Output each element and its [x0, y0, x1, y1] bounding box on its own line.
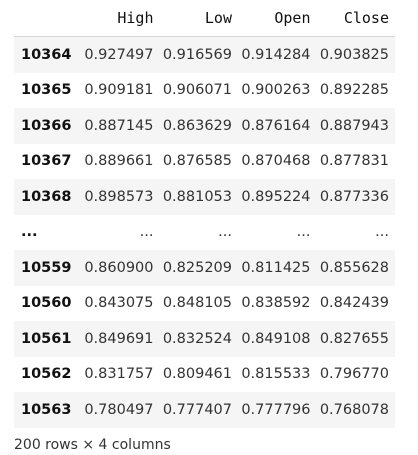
row-index: 10563: [21, 401, 72, 418]
table-row: 10365 0.909181 0.906071 0.900263 0.892285: [14, 72, 395, 108]
table-cell: 0.777796: [241, 401, 311, 418]
table-cell: 0.877831: [319, 153, 389, 170]
index-header: [14, 0, 81, 37]
row-index: 10368: [21, 188, 72, 205]
table-row: 10559 0.860900 0.825209 0.811425 0.855628: [14, 250, 395, 286]
table-cell: 0.889661: [84, 153, 154, 170]
table-cell: 0.838592: [241, 295, 311, 312]
table-cell: 0.811425: [241, 259, 311, 276]
column-header-close: Close: [316, 0, 395, 37]
table-cell: 0.881053: [162, 188, 232, 205]
table-cell: ...: [218, 224, 232, 241]
table-cell: 0.914284: [241, 46, 311, 63]
table-cell: 0.876164: [241, 117, 311, 134]
table-cell: 0.860900: [84, 259, 154, 276]
header-row: High Low Open Close: [14, 0, 395, 37]
table-row: 10367 0.889661 0.876585 0.870468 0.877831: [14, 143, 395, 179]
table-cell: 0.825209: [162, 259, 232, 276]
table-cell: 0.892285: [319, 82, 389, 99]
table-row: ...............: [14, 214, 395, 250]
table-cell: 0.863629: [162, 117, 232, 134]
table-cell: 0.906071: [162, 82, 232, 99]
table-cell: 0.849108: [241, 330, 311, 347]
table-cell: 0.842439: [319, 295, 389, 312]
column-header-high: High: [81, 0, 160, 37]
dataframe-table: High Low Open Close 10364 0.927497 0.91656…: [14, 0, 395, 428]
column-header-open: Open: [238, 0, 317, 37]
table-cell: 0.848105: [162, 295, 232, 312]
table-cell: ...: [375, 224, 389, 241]
table-cell: 0.780497: [84, 401, 154, 418]
row-index: 10560: [21, 295, 72, 312]
table-cell: 0.831757: [84, 366, 154, 383]
table-cell: ...: [139, 224, 154, 241]
table-cell: 0.855628: [319, 259, 389, 276]
table-cell: 0.900263: [241, 82, 311, 99]
table-cell: 0.898573: [84, 188, 154, 205]
row-index: 10365: [21, 82, 72, 99]
table-row: 10368 0.898573 0.881053 0.895224 0.877336: [14, 179, 395, 215]
table-cell: 0.927497: [84, 46, 154, 63]
table-cell: 0.887943: [319, 117, 389, 134]
table-cell: 0.870468: [241, 153, 311, 170]
table-row: 10562 0.831757 0.809461 0.815533 0.796770: [14, 356, 395, 392]
table-row: 10561 0.849691 0.832524 0.849108 0.827655: [14, 321, 395, 357]
column-header-low: Low: [159, 0, 238, 37]
table-row: 10366 0.887145 0.863629 0.876164 0.887943: [14, 108, 395, 144]
table-row: 10560 0.843075 0.848105 0.838592 0.842439: [14, 285, 395, 321]
table-cell: 0.909181: [84, 82, 154, 99]
table-cell: 0.777407: [162, 401, 232, 418]
dataframe-shape-text: 200 rows × 4 columns: [14, 436, 171, 453]
table-cell: 0.796770: [319, 366, 389, 383]
table-cell: ...: [296, 224, 311, 241]
row-index: 10367: [21, 153, 72, 170]
table-cell: 0.809461: [162, 366, 232, 383]
table-cell: 0.815533: [241, 366, 311, 383]
table-row: 10563 0.780497 0.777407 0.777796 0.768078: [14, 392, 395, 428]
table-cell: 0.843075: [84, 295, 154, 312]
row-index: 10364: [21, 46, 72, 63]
row-index: 10561: [21, 330, 72, 347]
row-index: 10562: [21, 366, 72, 383]
row-index: 10559: [21, 259, 72, 276]
table-cell: 0.849691: [84, 330, 154, 347]
row-index: ...: [21, 224, 38, 241]
table-cell: 0.887145: [84, 117, 154, 134]
table-cell: 0.916569: [162, 46, 232, 63]
table-cell: 0.827655: [319, 330, 389, 347]
table-cell: 0.903825: [319, 46, 389, 63]
table-row: 10364 0.927497 0.916569 0.914284 0.903825: [14, 36, 395, 73]
row-index: 10366: [21, 117, 72, 134]
table-cell: 0.876585: [162, 153, 232, 170]
table-cell: 0.768078: [319, 401, 389, 418]
table-cell: 0.832524: [162, 330, 232, 347]
table-cell: 0.877336: [319, 188, 389, 205]
table-cell: 0.895224: [241, 188, 311, 205]
